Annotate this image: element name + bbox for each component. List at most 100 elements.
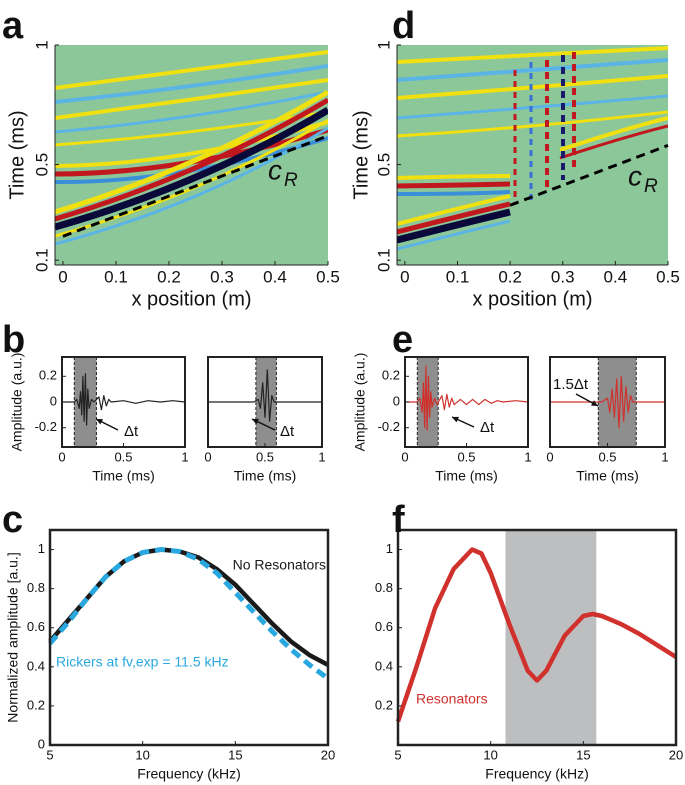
y-tick-label: 0.1 xyxy=(374,248,393,272)
annotation-sub: R xyxy=(644,176,658,197)
x-axis-label: Frequency (kHz) xyxy=(137,766,240,782)
wavefront-line xyxy=(62,134,329,238)
x-tick-label: 0 xyxy=(401,449,408,464)
wavefront-line xyxy=(509,144,669,207)
x-tick-label: 0.4 xyxy=(604,267,628,286)
x-tick-label: 0.5 xyxy=(256,449,274,464)
y-tick-label: 0.1 xyxy=(32,248,51,272)
x-axis-label: Frequency (kHz) xyxy=(485,766,588,782)
x-tick-label: 5 xyxy=(394,747,401,762)
x-tick-label: 1 xyxy=(661,449,668,464)
y-axis-label: Time (ms) xyxy=(350,110,372,199)
x-tick-label: 1 xyxy=(181,449,188,464)
x-axis-label: x position (m) xyxy=(472,288,592,310)
x-tick-label: 0.3 xyxy=(551,267,575,286)
annotation: Δt xyxy=(124,423,139,440)
y-tick-label: 1 xyxy=(32,40,51,49)
legend-label: No Resonators xyxy=(233,557,326,573)
y-axis-label: Time (ms) xyxy=(6,110,28,199)
annotation: c xyxy=(628,160,642,191)
y-tick-label: 0.4 xyxy=(27,658,45,673)
x-tick-label: 0 xyxy=(58,267,67,286)
x-tick-label: 0.3 xyxy=(210,267,234,286)
annotation: c xyxy=(268,154,282,185)
x-axis-label: Time (ms) xyxy=(92,468,154,484)
y-tick-label: 0.2 xyxy=(382,368,400,383)
arrow-head xyxy=(96,419,103,425)
x-tick-label: 0.5 xyxy=(114,449,132,464)
y-tick-label: 0.2 xyxy=(27,697,45,712)
x-axis-label: Time (ms) xyxy=(234,468,296,484)
y-tick-label: 0.6 xyxy=(375,619,393,634)
y-tick-label: 0 xyxy=(38,736,45,751)
legend-label: Resonators xyxy=(416,691,488,707)
x-tick-label: 0 xyxy=(546,449,553,464)
x-tick-label: 5 xyxy=(46,747,53,762)
y-tick-label: 0.6 xyxy=(27,619,45,634)
x-tick-label: 1 xyxy=(524,449,531,464)
y-axis-label: Amplitude (a.u.) xyxy=(352,353,368,452)
plot-frame xyxy=(48,528,330,747)
x-tick-label: 10 xyxy=(483,747,497,762)
x-tick-label: 0.2 xyxy=(498,267,522,286)
x-tick-label: 15 xyxy=(576,747,590,762)
series-line xyxy=(62,373,186,426)
arrow-head xyxy=(452,416,459,423)
y-tick-label: 0.4 xyxy=(375,658,393,673)
wavefield-a xyxy=(55,45,328,265)
arrow-head xyxy=(591,400,598,406)
y-axis-label: Amplitude (a.u.) xyxy=(9,353,25,452)
panel-letter: a xyxy=(2,5,24,47)
x-axis-label: Time (ms) xyxy=(435,468,497,484)
y-tick-label: 0 xyxy=(50,393,57,408)
panel-letter: c xyxy=(2,499,23,541)
y-tick-label: 0.8 xyxy=(27,580,45,595)
x-axis-label: x position (m) xyxy=(131,288,251,310)
x-tick-label: 0.1 xyxy=(104,267,128,286)
series-line xyxy=(395,547,678,723)
x-tick-label: 0 xyxy=(58,449,65,464)
series-line xyxy=(48,547,330,681)
y-tick-label: 0 xyxy=(393,393,400,408)
y-tick-label: -0.2 xyxy=(378,419,400,434)
legend-label: Rickers at fv,exp = 11.5 kHz xyxy=(56,654,229,670)
x-tick-label: 15 xyxy=(228,747,242,762)
x-tick-label: 0 xyxy=(400,267,409,286)
x-tick-label: 0.2 xyxy=(157,267,181,286)
y-axis-label: Normalized amplitude [a.u.] xyxy=(5,552,21,722)
x-axis-label: Time (ms) xyxy=(576,468,638,484)
y-tick-label: -0.2 xyxy=(35,419,57,434)
x-tick-label: 20 xyxy=(669,747,683,762)
x-tick-label: 0.4 xyxy=(263,267,287,286)
x-tick-label: 0.5 xyxy=(656,267,680,286)
y-tick-label: 0.2 xyxy=(375,697,393,712)
panel-letter: f xyxy=(392,499,405,541)
x-tick-label: 0.5 xyxy=(598,449,616,464)
x-tick-label: 0.5 xyxy=(316,267,340,286)
annotation: Δt xyxy=(280,423,295,440)
annotation: 1.5Δt xyxy=(553,376,589,393)
shaded-band xyxy=(505,530,597,745)
plot-frame xyxy=(396,528,678,747)
y-tick-label: 0.5 xyxy=(32,153,51,177)
arrow-head xyxy=(252,418,259,425)
x-tick-label: 0 xyxy=(204,449,211,464)
shaded-band xyxy=(74,357,97,447)
y-tick-label: 1 xyxy=(374,40,393,49)
wavefield-d xyxy=(397,45,668,265)
panel-letter: d xyxy=(392,5,415,47)
y-tick-label: 0.8 xyxy=(375,580,393,595)
x-tick-label: 20 xyxy=(321,747,335,762)
annotation: Δt xyxy=(480,419,495,436)
series-line xyxy=(208,369,322,422)
y-tick-label: 1 xyxy=(386,541,393,556)
x-tick-label: 1 xyxy=(318,449,325,464)
x-tick-label: 10 xyxy=(135,747,149,762)
panel-letter: b xyxy=(2,319,25,361)
annotation-sub: R xyxy=(284,170,298,191)
panel-letter: e xyxy=(392,319,413,361)
y-tick-label: 0.2 xyxy=(39,368,57,383)
series-line xyxy=(405,365,529,431)
x-tick-label: 0.5 xyxy=(457,449,475,464)
